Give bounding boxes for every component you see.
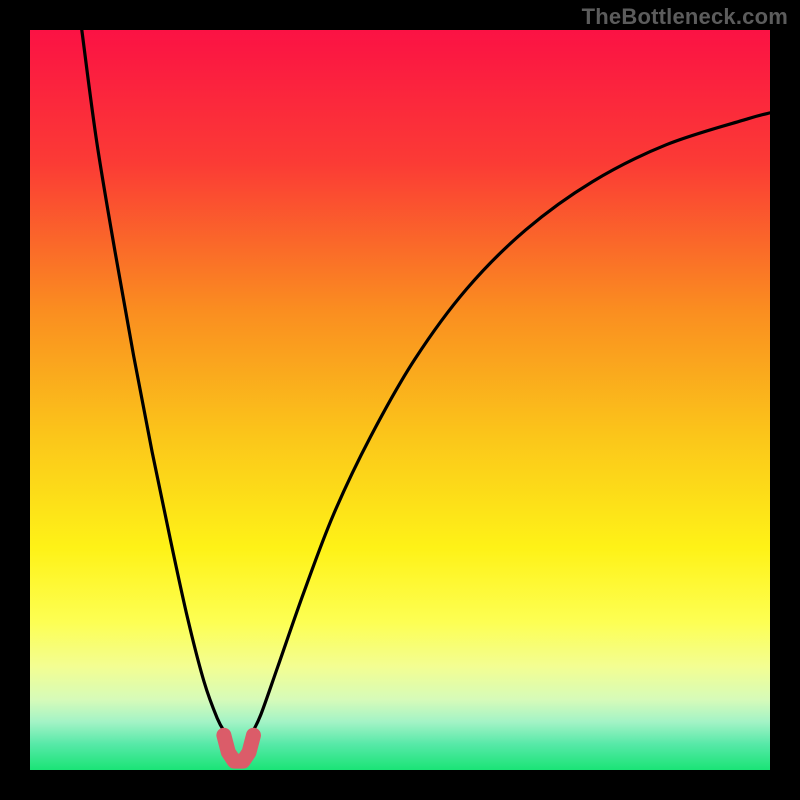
chart-container: TheBottleneck.com	[0, 0, 800, 800]
watermark-text: TheBottleneck.com	[582, 4, 788, 30]
bottleneck-chart	[0, 0, 800, 800]
